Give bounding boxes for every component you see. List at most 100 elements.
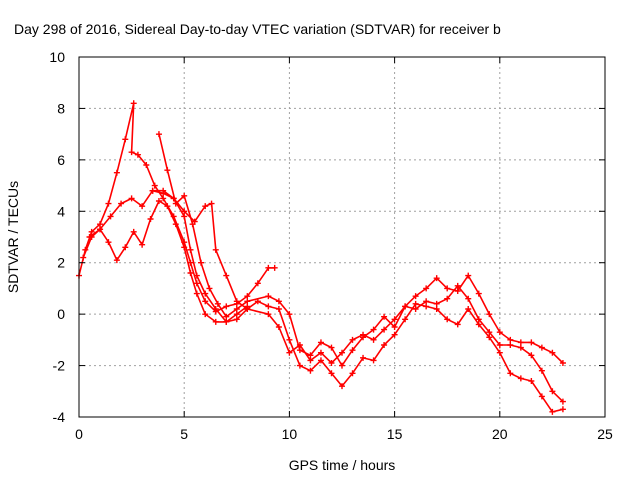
data-point bbox=[128, 149, 135, 156]
x-tick-label: 10 bbox=[282, 426, 298, 442]
data-point bbox=[475, 290, 482, 297]
data-point bbox=[475, 321, 482, 328]
data-point bbox=[139, 241, 146, 248]
data-point bbox=[423, 298, 430, 305]
data-point bbox=[486, 329, 493, 336]
data-point bbox=[454, 282, 461, 289]
data-point bbox=[128, 195, 135, 202]
data-point bbox=[202, 298, 209, 305]
data-point bbox=[412, 300, 419, 307]
data-point bbox=[391, 331, 398, 338]
data-point bbox=[412, 306, 419, 312]
data-point bbox=[275, 324, 282, 330]
data-point bbox=[307, 357, 314, 364]
data-point bbox=[265, 303, 272, 310]
data-point bbox=[265, 293, 272, 300]
data-point bbox=[444, 295, 451, 302]
data-point bbox=[486, 311, 493, 318]
y-tick-label: 6 bbox=[57, 152, 65, 168]
data-point bbox=[549, 388, 556, 395]
data-point bbox=[370, 326, 377, 333]
data-point bbox=[130, 228, 137, 235]
data-point bbox=[105, 239, 112, 246]
data-point bbox=[134, 151, 141, 158]
data-point bbox=[172, 200, 179, 207]
x-axis-label: GPS time / hours bbox=[289, 457, 396, 473]
data-point bbox=[507, 342, 514, 348]
data-point bbox=[444, 285, 451, 292]
data-point bbox=[155, 198, 162, 204]
data-point bbox=[339, 349, 345, 356]
data-point bbox=[212, 306, 219, 312]
data-point bbox=[296, 347, 303, 354]
data-point bbox=[317, 357, 324, 364]
series-line bbox=[89, 189, 564, 403]
data-point bbox=[107, 213, 114, 220]
data-point bbox=[143, 162, 150, 168]
y-tick-label: 2 bbox=[57, 255, 65, 271]
data-point bbox=[517, 375, 524, 382]
data-point bbox=[517, 339, 524, 346]
data-point bbox=[233, 316, 240, 323]
data-point bbox=[122, 136, 129, 143]
data-point bbox=[465, 272, 472, 279]
data-point bbox=[202, 203, 209, 210]
data-point bbox=[433, 275, 440, 282]
data-point bbox=[496, 349, 503, 356]
data-point bbox=[454, 321, 461, 328]
x-tick-label: 20 bbox=[492, 426, 508, 442]
data-point bbox=[147, 216, 154, 222]
data-point bbox=[212, 318, 219, 325]
data-point bbox=[193, 272, 200, 279]
data-point bbox=[412, 293, 419, 300]
data-point bbox=[360, 334, 367, 341]
data-point bbox=[307, 367, 314, 374]
data-point bbox=[118, 200, 125, 207]
data-point bbox=[223, 303, 230, 310]
data-point bbox=[160, 190, 167, 197]
data-point bbox=[381, 313, 388, 320]
data-point bbox=[307, 352, 314, 359]
data-point bbox=[223, 318, 230, 325]
data-point bbox=[160, 195, 167, 202]
data-point bbox=[139, 203, 146, 210]
data-point bbox=[275, 298, 282, 305]
data-point bbox=[349, 347, 356, 354]
data-point bbox=[214, 300, 221, 307]
data-point bbox=[265, 311, 272, 318]
data-point bbox=[486, 334, 493, 341]
plot-frame bbox=[78, 56, 606, 418]
data-point bbox=[559, 406, 566, 413]
data-point bbox=[559, 398, 566, 405]
data-point bbox=[181, 208, 188, 215]
series-layer bbox=[76, 100, 566, 415]
data-point bbox=[223, 313, 230, 320]
data-point bbox=[538, 367, 545, 374]
data-point bbox=[187, 246, 194, 253]
data-point bbox=[433, 306, 440, 312]
series-line bbox=[82, 200, 248, 323]
data-point bbox=[328, 370, 335, 377]
data-point bbox=[317, 339, 324, 346]
data-point bbox=[433, 300, 440, 307]
data-point bbox=[549, 349, 556, 356]
data-point bbox=[212, 246, 219, 253]
data-point bbox=[402, 316, 409, 323]
data-point bbox=[271, 264, 278, 271]
data-point bbox=[349, 370, 356, 377]
data-point bbox=[198, 259, 205, 266]
x-tick-label: 25 bbox=[597, 426, 613, 442]
grid bbox=[79, 57, 605, 417]
data-point bbox=[402, 303, 409, 310]
y-tick-label: 10 bbox=[49, 49, 65, 65]
data-point bbox=[187, 270, 194, 276]
data-point bbox=[328, 360, 335, 366]
data-point bbox=[286, 311, 293, 318]
data-point bbox=[130, 100, 137, 107]
data-point bbox=[80, 254, 87, 261]
data-point bbox=[206, 285, 213, 292]
data-point bbox=[391, 324, 398, 330]
data-point bbox=[317, 349, 324, 356]
data-point bbox=[97, 221, 104, 228]
data-point bbox=[296, 362, 303, 369]
